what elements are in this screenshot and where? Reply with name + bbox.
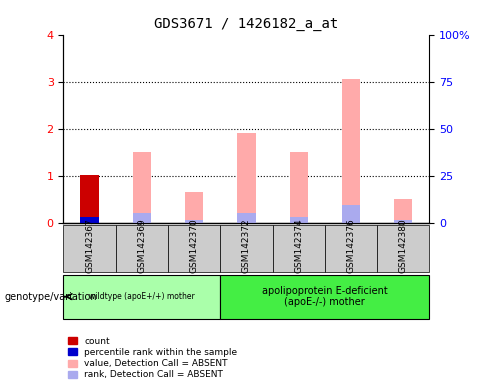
Bar bbox=[394, 199, 412, 223]
Bar bbox=[289, 217, 308, 223]
Text: GSM142376: GSM142376 bbox=[346, 218, 356, 273]
Bar bbox=[237, 214, 256, 223]
Bar bbox=[81, 175, 99, 223]
FancyBboxPatch shape bbox=[220, 275, 429, 319]
Bar bbox=[185, 192, 203, 223]
FancyBboxPatch shape bbox=[220, 225, 273, 272]
FancyBboxPatch shape bbox=[168, 225, 220, 272]
Bar bbox=[81, 217, 99, 223]
Bar bbox=[81, 217, 99, 223]
Bar bbox=[342, 205, 360, 223]
Text: GSM142369: GSM142369 bbox=[137, 218, 146, 273]
Bar bbox=[133, 214, 151, 223]
FancyBboxPatch shape bbox=[63, 275, 220, 319]
FancyBboxPatch shape bbox=[273, 225, 325, 272]
Title: GDS3671 / 1426182_a_at: GDS3671 / 1426182_a_at bbox=[154, 17, 339, 31]
Bar bbox=[185, 220, 203, 223]
Text: apolipoprotein E-deficient
(apoE-/-) mother: apolipoprotein E-deficient (apoE-/-) mot… bbox=[262, 286, 388, 308]
Legend: count, percentile rank within the sample, value, Detection Call = ABSENT, rank, : count, percentile rank within the sample… bbox=[68, 337, 237, 379]
Bar bbox=[237, 133, 256, 223]
Text: GSM142374: GSM142374 bbox=[294, 219, 303, 273]
Text: GSM142367: GSM142367 bbox=[85, 218, 94, 273]
Bar bbox=[394, 220, 412, 223]
Text: GSM142370: GSM142370 bbox=[190, 218, 199, 273]
FancyBboxPatch shape bbox=[63, 225, 116, 272]
Bar bbox=[133, 152, 151, 223]
Text: genotype/variation: genotype/variation bbox=[5, 291, 98, 302]
Bar bbox=[289, 152, 308, 223]
Text: GSM142372: GSM142372 bbox=[242, 219, 251, 273]
Text: wildtype (apoE+/+) mother: wildtype (apoE+/+) mother bbox=[89, 292, 195, 301]
Bar bbox=[342, 79, 360, 223]
FancyBboxPatch shape bbox=[377, 225, 429, 272]
FancyBboxPatch shape bbox=[116, 225, 168, 272]
Text: GSM142380: GSM142380 bbox=[399, 218, 408, 273]
FancyBboxPatch shape bbox=[325, 225, 377, 272]
